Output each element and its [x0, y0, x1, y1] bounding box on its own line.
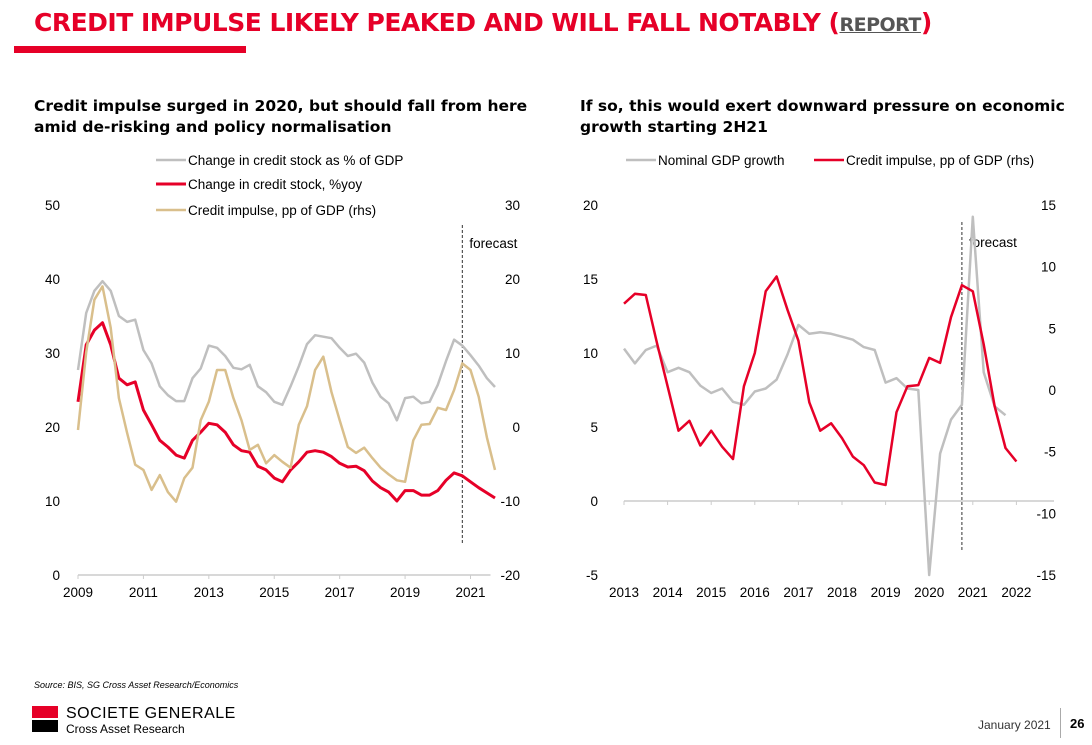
y2-tick-label: 10 [1041, 260, 1056, 275]
left-chart-subtitle: Credit impulse surged in 2020, but shoul… [34, 96, 527, 138]
x-tick-label: 2021 [455, 585, 485, 600]
y-tick-label: 0 [52, 568, 60, 583]
y-tick-label: 20 [45, 420, 60, 435]
left-subtitle-line-2: amid de-risking and policy normalisation [34, 118, 392, 136]
x-tick-label: 2014 [653, 585, 684, 600]
series-line-0 [622, 215, 1007, 577]
y-tick-label: 15 [583, 272, 598, 287]
series-line-1 [76, 321, 496, 503]
y2-tick-label: 30 [505, 198, 520, 213]
x-tick-label: 2013 [609, 585, 639, 600]
y2-tick-label: -20 [500, 568, 520, 583]
x-tick-label: 2011 [129, 585, 158, 600]
report-paren-open: ( [828, 8, 840, 37]
y2-tick-label: 20 [505, 272, 520, 287]
x-tick-label: 2016 [740, 585, 770, 600]
x-tick-label: 2013 [194, 585, 224, 600]
x-tick-label: 2020 [914, 585, 944, 600]
legend-label: Change in credit stock as % of GDP [188, 153, 403, 168]
page-number: 26 [1070, 716, 1085, 731]
series-line-2 [76, 285, 497, 503]
y-tick-label: 50 [45, 198, 60, 213]
x-tick-label: 2017 [783, 585, 813, 600]
left-chart: 0 10 20 30 40 50 -20 -10 0 10 20 30 2009 2011 2013 2015… [45, 153, 520, 600]
source-note: Source: BIS, SG Cross Asset Research/Eco… [34, 680, 239, 690]
y-tick-label: 10 [45, 494, 60, 509]
x-tick-label: 2015 [259, 585, 289, 600]
x-tick-label: 2015 [696, 585, 726, 600]
y2-tick-label: -10 [1036, 506, 1056, 521]
y-tick-label: 20 [583, 198, 598, 213]
societe-generale-logo [32, 706, 58, 732]
report-date: January 2021 [978, 718, 1051, 732]
legend-label: Credit impulse, pp of GDP (rhs) [846, 153, 1034, 168]
y-tick-label: 30 [45, 346, 60, 361]
series-line-0 [76, 279, 496, 422]
y2-tick-label: 0 [512, 420, 520, 435]
y2-tick-label: 10 [505, 346, 520, 361]
y2-tick-label: 15 [1041, 198, 1056, 213]
right-chart: -5 0 5 10 15 20 -15 -10 -5 0 5 10 15 2013 2014 2015 2016… [583, 153, 1056, 600]
report-paren-close: ) [920, 8, 932, 37]
y-tick-label: 5 [590, 420, 598, 435]
brand-name: SOCIETE GENERALE [66, 705, 236, 722]
legend-label: Change in credit stock, %yoy [188, 177, 362, 192]
legend-label: Credit impulse, pp of GDP (rhs) [188, 203, 376, 218]
footer-divider [1060, 708, 1061, 738]
x-tick-label: 2019 [390, 585, 420, 600]
x-tick-label: 2018 [827, 585, 857, 600]
x-tick-label: 2022 [1001, 585, 1031, 600]
y2-tick-label: -5 [1044, 445, 1056, 460]
x-tick-label: 2009 [63, 585, 93, 600]
y-tick-label: 0 [590, 494, 598, 509]
y2-tick-label: 5 [1048, 321, 1056, 336]
brand-subtitle: Cross Asset Research [66, 722, 185, 736]
x-tick-label: 2019 [871, 585, 901, 600]
x-tick-label: 2021 [958, 585, 988, 600]
left-subtitle-line-1: Credit impulse surged in 2020, but shoul… [34, 97, 528, 115]
x-tick-label: 2017 [325, 585, 355, 600]
forecast-annotation: forecast [969, 235, 1017, 250]
y-tick-label: 40 [45, 272, 60, 287]
page-title-text: CREDIT IMPULSE LIKELY PEAKED AND WILL FA… [34, 8, 821, 37]
page-title: CREDIT IMPULSE LIKELY PEAKED AND WILL FA… [34, 8, 932, 37]
right-subtitle-line-2: growth starting 2H21 [580, 118, 768, 136]
forecast-annotation: forecast [469, 236, 517, 251]
report-link-wrapper: (REPORT) [828, 8, 933, 37]
y-tick-label: -5 [586, 568, 598, 583]
legend-label: Nominal GDP growth [658, 153, 785, 168]
y2-tick-label: -10 [500, 494, 520, 509]
series-line-1 [623, 275, 1018, 487]
title-underline [14, 46, 246, 53]
y2-tick-label: -15 [1036, 568, 1056, 583]
right-subtitle-line-1: If so, this would exert downward pressur… [580, 97, 1065, 115]
y2-tick-label: 0 [1048, 383, 1056, 398]
right-chart-subtitle: If so, this would exert downward pressur… [580, 96, 1065, 138]
y-tick-label: 10 [583, 346, 598, 361]
report-link[interactable]: REPORT [839, 14, 921, 36]
